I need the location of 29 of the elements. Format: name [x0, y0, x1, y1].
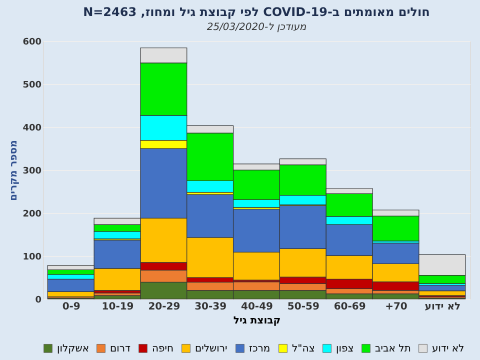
x-tick-label: 60-69 — [334, 302, 366, 312]
legend-label: דרום — [110, 343, 132, 354]
x-tick-label: 20-29 — [148, 302, 180, 312]
legend-label: חיפה — [152, 343, 174, 354]
x-tick-label: +70 — [385, 302, 408, 312]
x-axis-title: קבוצת גיל — [233, 316, 281, 326]
chart-title: חולים מאומתים ב-COVID-19 לפי קבוצת גיל ומחוז, N=2463 — [83, 5, 430, 19]
legend-label: תל אביב — [375, 343, 411, 354]
x-tick-label: 50-59 — [287, 302, 320, 312]
chart-subtitle: מעודכן ל-25/03/2020 — [206, 22, 306, 33]
legend-label: לא ידוע — [432, 343, 464, 354]
y-tick-label: 200 — [22, 210, 42, 220]
y-tick-label: 100 — [22, 252, 42, 262]
y-tick-label: 300 — [22, 166, 42, 176]
legend-label: אשקלון — [57, 343, 89, 354]
x-tick-label: 0-9 — [62, 302, 80, 312]
x-tick-label: 10-19 — [102, 302, 134, 312]
x-tick-label: לא ידוע — [424, 302, 461, 312]
y-tick-label: 0 — [35, 296, 42, 306]
x-tick-label: 40-49 — [241, 302, 274, 312]
y-tick-label: 500 — [22, 80, 42, 90]
legend-label: צפון — [336, 343, 354, 354]
legend-label: מרכז — [249, 343, 270, 354]
y-tick-label: 400 — [22, 124, 42, 134]
legend-label: צה"ל — [292, 343, 315, 354]
y-axis-title: מספר מקרים — [8, 140, 20, 201]
y-tick-label: 600 — [22, 38, 42, 48]
legend-label: ירושלים — [195, 343, 228, 354]
x-tick-label: 30-39 — [194, 302, 227, 312]
